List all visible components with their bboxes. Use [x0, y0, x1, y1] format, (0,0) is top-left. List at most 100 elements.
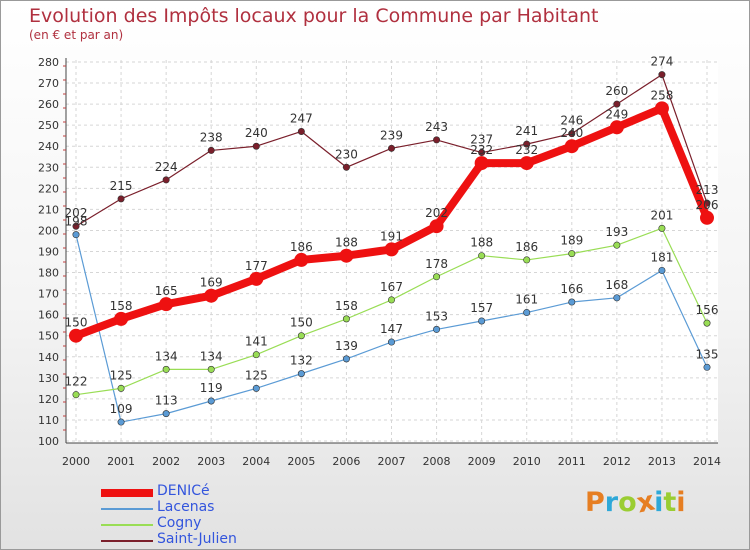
data-point [294, 252, 309, 267]
y-tick-label: 100 [38, 435, 59, 448]
data-point [654, 101, 669, 116]
x-tick-label: 2010 [513, 455, 541, 468]
legend-swatch [101, 540, 153, 542]
y-tick-label: 110 [38, 414, 59, 427]
data-label: 186 [290, 240, 313, 254]
y-tick-label: 170 [38, 288, 59, 301]
data-point [339, 248, 354, 263]
data-point [613, 100, 621, 108]
x-tick-label: 2001 [107, 455, 135, 468]
legend-label: Saint-Julien [157, 531, 237, 547]
data-point [117, 384, 125, 392]
data-label: 134 [155, 349, 178, 363]
data-point [658, 224, 666, 232]
data-point [69, 328, 83, 343]
x-tick-label: 2006 [332, 455, 360, 468]
data-point [523, 140, 531, 148]
y-tick-label: 160 [38, 309, 59, 322]
data-label: 274 [650, 55, 673, 69]
data-label: 132 [290, 354, 313, 368]
legend-label: DENICé [157, 483, 210, 499]
y-tick-label: 280 [38, 56, 59, 69]
data-label: 246 [560, 114, 583, 128]
data-label: 135 [696, 347, 719, 361]
legend-item: Saint-Julien [101, 531, 301, 549]
data-label: 237 [470, 133, 493, 147]
data-label: 109 [110, 402, 133, 416]
data-label: 247 [290, 111, 313, 125]
data-label: 156 [696, 303, 719, 317]
data-label: 165 [155, 284, 178, 298]
x-tick-label: 2013 [648, 455, 676, 468]
data-label: 193 [605, 225, 628, 239]
data-point [159, 297, 174, 312]
logo-letter: i [654, 487, 664, 518]
data-point [117, 418, 125, 426]
data-label: 202 [65, 206, 88, 220]
data-label: 134 [200, 349, 223, 363]
y-tick-label: 270 [38, 77, 59, 90]
data-point [249, 271, 264, 286]
data-label: 224 [155, 160, 178, 174]
proxiti-logo: Proxiti [585, 486, 686, 520]
data-label: 125 [110, 368, 133, 382]
data-label: 113 [155, 394, 178, 408]
y-tick-label: 130 [38, 372, 59, 385]
chart-title: Evolution des Impôts locaux pour la Comm… [29, 5, 599, 27]
data-point [72, 231, 80, 239]
data-label: 230 [335, 147, 358, 161]
data-point [207, 365, 215, 373]
chart-subtitle: (en € et par an) [29, 28, 124, 42]
data-point [609, 120, 624, 135]
data-label: 249 [605, 107, 628, 121]
data-point [568, 298, 576, 306]
y-tick-label: 140 [38, 351, 59, 364]
data-label: 158 [110, 299, 133, 313]
data-point [252, 384, 260, 392]
data-label: 188 [335, 236, 358, 250]
x-tick-label: 2007 [378, 455, 406, 468]
data-point [387, 338, 395, 346]
legend-item: Cogny [101, 515, 301, 533]
data-label: 206 [696, 198, 719, 212]
data-label: 150 [290, 316, 313, 330]
y-tick-label: 180 [38, 267, 59, 280]
data-point [72, 222, 80, 230]
x-tick-label: 2002 [152, 455, 180, 468]
data-point [342, 315, 350, 323]
data-label: 240 [560, 126, 583, 140]
data-point [703, 319, 711, 327]
data-label: 240 [245, 126, 268, 140]
y-tick-label: 230 [38, 161, 59, 174]
data-label: 139 [335, 339, 358, 353]
data-point [433, 325, 441, 333]
data-point [433, 273, 441, 281]
data-point [703, 363, 711, 371]
data-label: 213 [696, 183, 719, 197]
data-label: 166 [560, 282, 583, 296]
data-point [252, 142, 260, 150]
data-label: 125 [245, 368, 268, 382]
y-tick-label: 220 [38, 182, 59, 195]
data-label: 122 [65, 375, 88, 389]
x-tick-label: 2003 [197, 455, 225, 468]
data-label: 153 [425, 309, 448, 323]
data-point [478, 317, 486, 325]
logo-letter: P [585, 487, 605, 518]
data-label: 119 [200, 381, 223, 395]
data-label: 150 [65, 316, 88, 330]
data-label: 188 [470, 236, 493, 250]
data-point [204, 288, 219, 303]
data-label: 177 [245, 259, 268, 273]
data-label: 191 [380, 229, 403, 243]
legend-swatch [101, 489, 153, 497]
data-label: 241 [515, 124, 538, 138]
y-tick-label: 260 [38, 98, 59, 111]
y-tick-label: 120 [38, 393, 59, 406]
legend-swatch [101, 508, 153, 510]
data-point [564, 139, 579, 154]
y-tick-label: 200 [38, 224, 59, 237]
logo-letter: t [663, 487, 677, 518]
data-label: 147 [380, 322, 403, 336]
